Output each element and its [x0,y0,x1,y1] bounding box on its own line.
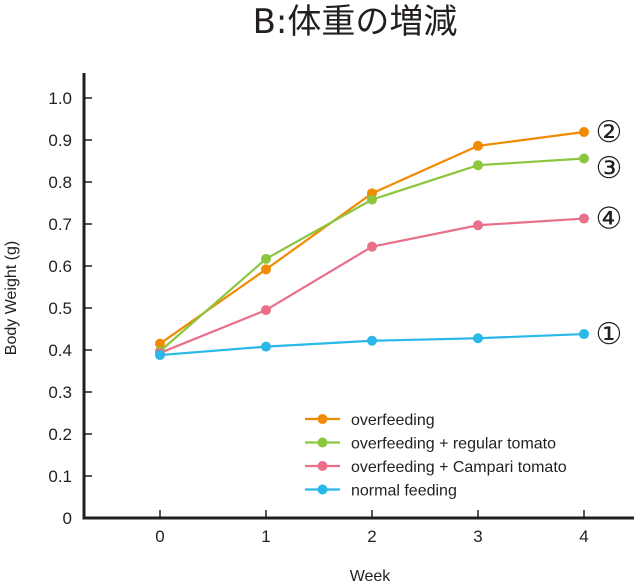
chart-title: B:体重の増減 [253,2,458,42]
data-point [473,333,483,344]
series-group: ②③ ④ ① [155,115,623,361]
x-tick-label: 0 [155,527,164,546]
x-tick-label: 3 [473,527,482,546]
data-point [155,338,165,349]
x-tick-label: 4 [579,527,588,546]
data-point [473,140,483,151]
data-point [261,264,271,275]
y-tick-label: 0 [63,509,72,528]
legend: overfeeding overfeeding + regular tomato o… [305,412,567,500]
series-line [159,217,585,354]
data-point [261,341,271,352]
legend-marker [317,484,328,495]
series-end-label: ③ [596,151,623,186]
legend-label: overfeeding + regular tomato [351,436,556,453]
data-point [579,153,589,164]
y-tick-label: 1.0 [48,89,72,108]
data-point [579,127,589,138]
data-point [367,335,377,346]
data-point [473,220,483,231]
data-point [367,241,377,252]
x-tick-label: 1 [261,527,270,546]
y-tick-label: 0.7 [48,215,72,234]
data-point [155,350,165,361]
data-point [579,329,589,340]
legend-label: overfeeding [351,412,435,429]
legend-marker [317,414,328,424]
series-end-label: ① [596,317,623,352]
data-point [367,194,377,205]
legend-label: overfeeding + Campari tomato [351,459,567,476]
x-axis-title: Week [350,568,392,583]
data-point [261,253,271,264]
legend-label: normal feeding [351,483,457,500]
x-tick-label: 2 [367,527,376,546]
data-point [261,305,271,316]
series-end-label: ② [596,115,623,150]
legend-marker [317,461,328,471]
y-tick-label: 0.2 [48,425,72,444]
y-tick-label: 0.3 [48,383,72,402]
data-point [473,160,483,171]
y-axis-title: Body Weight (g) [3,241,20,355]
y-tick-label: 0.9 [48,131,72,150]
series-end-label: ④ [596,202,623,237]
y-tick-label: 0.1 [48,467,72,486]
legend-marker [317,437,328,448]
axes: 0 0.1 0.2 0.3 0.4 0.5 0.6 0.7 0.8 0.9 1.0 0 1 2 3 4 [48,73,634,546]
y-tick-label: 0.6 [48,257,72,276]
y-tick-label: 0.5 [48,299,72,318]
data-point [579,213,589,224]
y-tick-label: 0.8 [48,173,72,192]
series-line [159,157,585,353]
series-line [159,130,585,345]
y-tick-label: 0.4 [48,341,72,360]
